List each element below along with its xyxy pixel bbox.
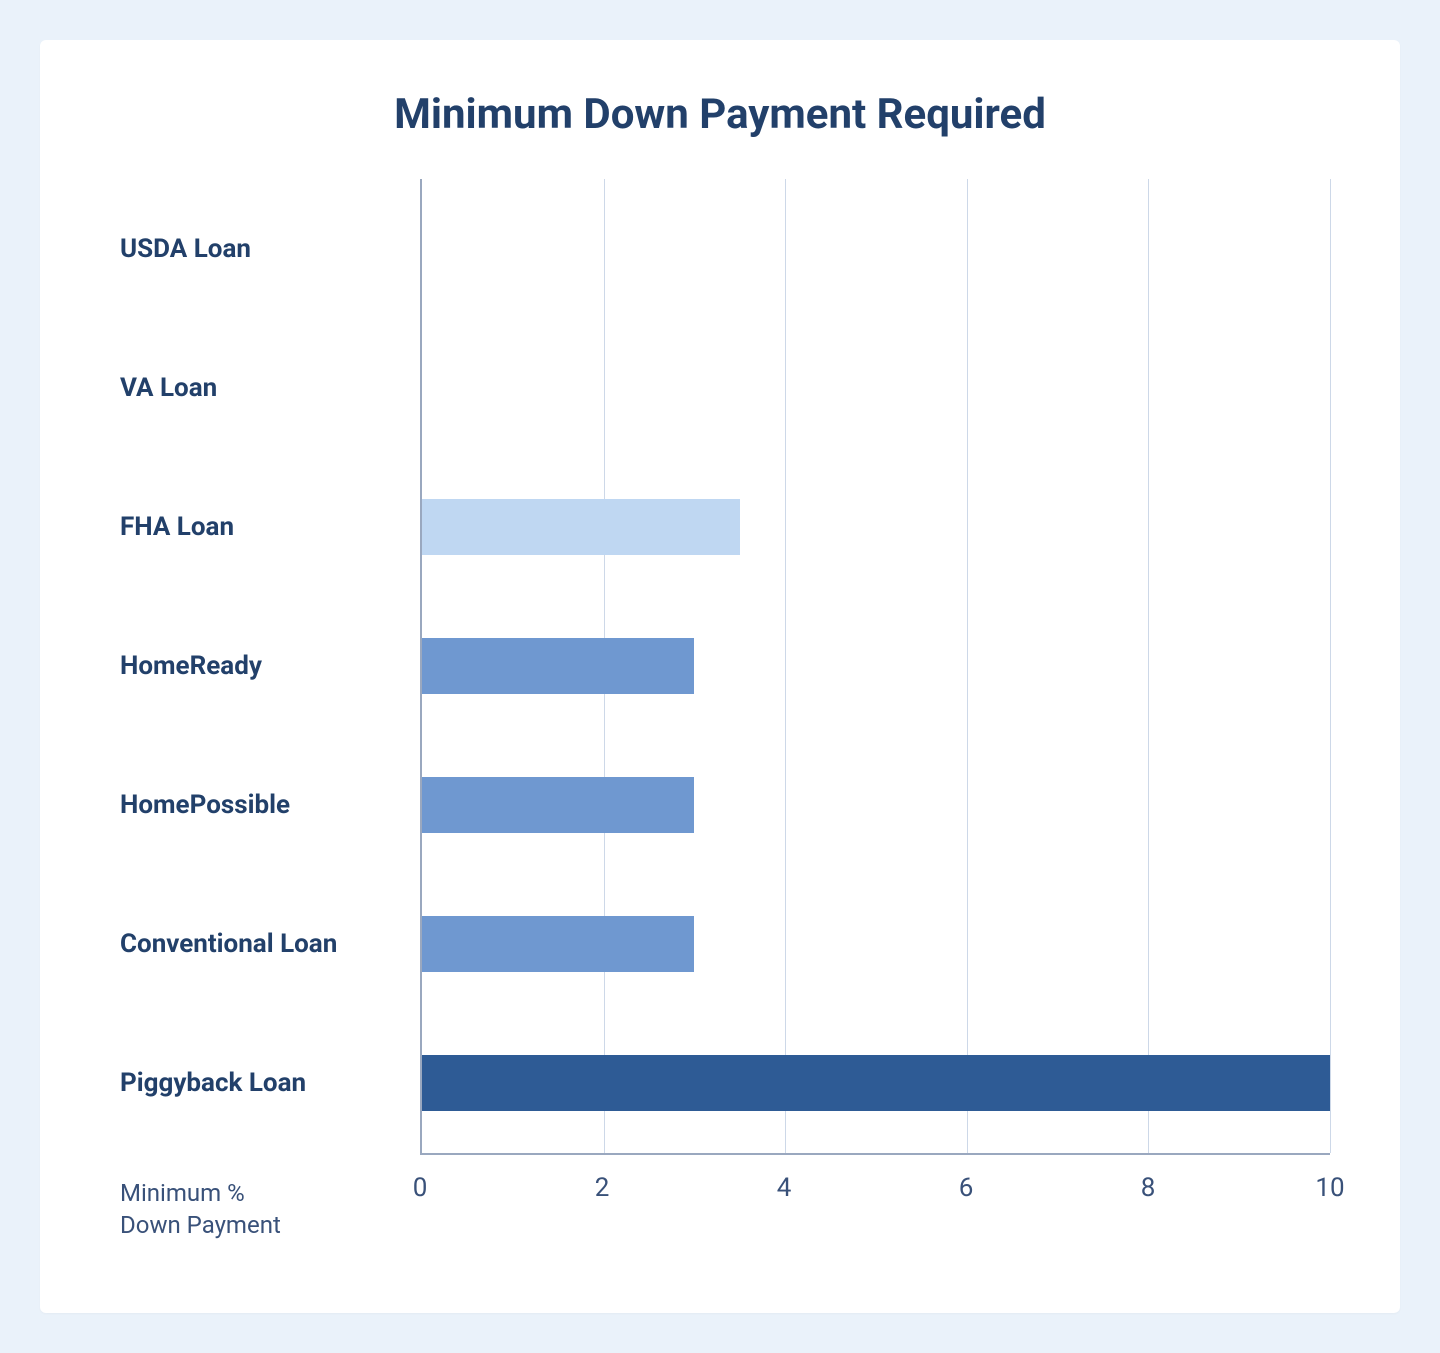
bar-slot [422, 221, 1330, 277]
gridline [1330, 179, 1331, 1153]
x-tick-label: 10 [1315, 1173, 1344, 1203]
bar-slot [422, 499, 1330, 555]
bar [422, 499, 740, 555]
bar [422, 1055, 1330, 1111]
bar-slot [422, 638, 1330, 694]
x-axis-ticks: 0246810 [420, 1153, 1330, 1263]
y-label: Conventional Loan [110, 929, 390, 959]
x-tick-label: 6 [959, 1173, 974, 1203]
page-background: Minimum Down Payment Required USDA Loan … [0, 0, 1440, 1353]
plot-row: USDA Loan VA Loan FHA Loan HomeReady Hom… [110, 179, 1330, 1153]
bar [422, 638, 694, 694]
bar-slot [422, 916, 1330, 972]
bars-container [422, 179, 1330, 1153]
x-tick-label: 4 [777, 1173, 792, 1203]
y-label: VA Loan [110, 373, 390, 403]
chart-body: USDA Loan VA Loan FHA Loan HomeReady Hom… [110, 179, 1330, 1263]
chart-title: Minimum Down Payment Required [110, 90, 1330, 139]
y-label: HomeReady [110, 651, 390, 681]
y-label: FHA Loan [110, 512, 390, 542]
x-axis-title: Minimum %Down Payment [120, 1177, 420, 1242]
x-axis-title-cell: Minimum %Down Payment [110, 1153, 420, 1263]
bar-slot [422, 1055, 1330, 1111]
plot-area [420, 179, 1330, 1153]
x-axis-row: Minimum %Down Payment 0246810 [110, 1153, 1330, 1263]
y-axis-labels: USDA Loan VA Loan FHA Loan HomeReady Hom… [110, 179, 420, 1153]
x-tick-label: 8 [1141, 1173, 1156, 1203]
bar [422, 777, 694, 833]
x-tick-label: 2 [595, 1173, 610, 1203]
bar [422, 916, 694, 972]
bar-slot [422, 777, 1330, 833]
y-label: Piggyback Loan [110, 1068, 390, 1098]
x-tick-label: 0 [413, 1173, 428, 1203]
chart-card: Minimum Down Payment Required USDA Loan … [40, 40, 1400, 1313]
y-label: USDA Loan [110, 234, 390, 264]
y-label: HomePossible [110, 790, 390, 820]
bar-slot [422, 360, 1330, 416]
